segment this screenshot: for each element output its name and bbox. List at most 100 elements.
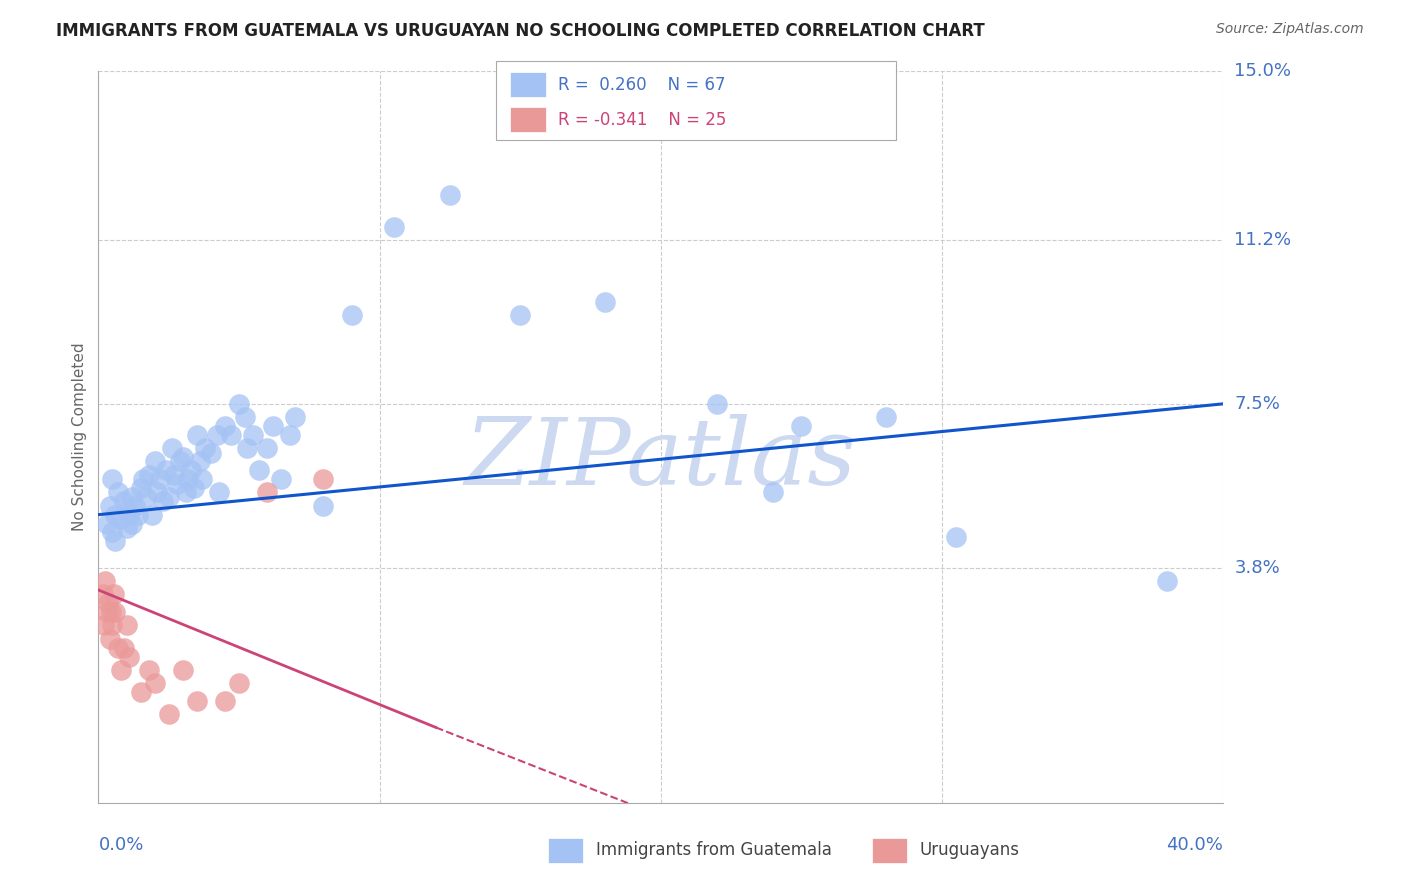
Point xyxy=(115,503,138,517)
Point xyxy=(143,676,166,690)
Point xyxy=(157,490,180,504)
Text: 40.0%: 40.0% xyxy=(1167,836,1223,854)
Text: Source: ZipAtlas.com: Source: ZipAtlas.com xyxy=(1216,22,1364,37)
Point xyxy=(107,640,129,655)
Point xyxy=(186,694,208,708)
Point xyxy=(112,494,135,508)
Point xyxy=(98,632,121,646)
Point xyxy=(174,485,197,500)
Point xyxy=(205,428,228,442)
Point xyxy=(242,428,264,442)
Text: 11.2%: 11.2% xyxy=(1234,231,1292,249)
Point xyxy=(155,463,177,477)
Point xyxy=(97,596,120,610)
Point xyxy=(228,397,250,411)
Point xyxy=(228,676,250,690)
Point xyxy=(129,685,152,699)
Point xyxy=(101,525,124,540)
Point xyxy=(382,219,405,234)
Point xyxy=(138,467,160,482)
Point xyxy=(219,428,242,442)
Point xyxy=(112,640,135,655)
Point xyxy=(132,472,155,486)
Point xyxy=(1156,574,1178,589)
Text: R = -0.341    N = 25: R = -0.341 N = 25 xyxy=(558,111,727,128)
Point xyxy=(233,410,256,425)
Text: IMMIGRANTS FROM GUATEMALA VS URUGUAYAN NO SCHOOLING COMPLETED CORRELATION CHART: IMMIGRANTS FROM GUATEMALA VS URUGUAYAN N… xyxy=(56,22,986,40)
Point xyxy=(177,472,200,486)
Point xyxy=(124,499,146,513)
Point xyxy=(141,508,163,522)
Text: R =  0.260    N = 67: R = 0.260 N = 67 xyxy=(558,76,725,94)
Point xyxy=(172,450,194,464)
Point xyxy=(312,472,335,486)
Point xyxy=(262,419,284,434)
Y-axis label: No Schooling Completed: No Schooling Completed xyxy=(72,343,87,532)
Point xyxy=(284,410,307,425)
Point xyxy=(101,472,124,486)
Point xyxy=(104,605,127,619)
Point xyxy=(149,472,172,486)
Point xyxy=(135,490,157,504)
Point xyxy=(183,481,205,495)
Point xyxy=(91,587,114,601)
Point xyxy=(706,397,728,411)
Point xyxy=(214,419,236,434)
Point xyxy=(166,476,188,491)
Point xyxy=(96,605,118,619)
Point xyxy=(100,605,122,619)
Point xyxy=(146,485,169,500)
Point xyxy=(96,516,118,531)
Text: 3.8%: 3.8% xyxy=(1234,559,1281,577)
Point xyxy=(200,445,222,459)
Point xyxy=(104,534,127,549)
Text: ZIPatlas: ZIPatlas xyxy=(465,414,856,504)
Point xyxy=(172,663,194,677)
Point xyxy=(278,428,301,442)
Point xyxy=(98,499,121,513)
Point xyxy=(104,508,127,522)
Point xyxy=(509,308,531,322)
Point xyxy=(439,188,461,202)
Point xyxy=(340,308,363,322)
Point xyxy=(118,649,141,664)
Point xyxy=(152,494,174,508)
Point xyxy=(180,463,202,477)
Point xyxy=(129,481,152,495)
Point xyxy=(101,618,124,632)
Text: 15.0%: 15.0% xyxy=(1234,62,1292,80)
Point xyxy=(186,428,208,442)
Point xyxy=(93,618,115,632)
Point xyxy=(169,454,191,468)
Point xyxy=(194,441,217,455)
Point xyxy=(256,441,278,455)
Point xyxy=(115,618,138,632)
Point xyxy=(214,694,236,708)
Point xyxy=(157,707,180,722)
Text: Immigrants from Guatemala: Immigrants from Guatemala xyxy=(596,841,832,859)
Point xyxy=(188,454,211,468)
Point xyxy=(236,441,259,455)
Point xyxy=(208,485,231,500)
Point xyxy=(127,508,149,522)
Point xyxy=(118,508,141,522)
Point xyxy=(121,516,143,531)
Point xyxy=(191,472,214,486)
Point xyxy=(270,472,292,486)
Point xyxy=(110,663,132,677)
Point xyxy=(163,467,186,482)
Text: 0.0%: 0.0% xyxy=(98,836,143,854)
Point xyxy=(762,485,785,500)
Point xyxy=(945,530,967,544)
Point xyxy=(110,512,132,526)
Point xyxy=(312,499,335,513)
Point xyxy=(247,463,270,477)
Point xyxy=(121,490,143,504)
Text: 7.5%: 7.5% xyxy=(1234,395,1281,413)
Point xyxy=(790,419,813,434)
Point xyxy=(94,574,117,589)
Point xyxy=(875,410,897,425)
Point xyxy=(160,441,183,455)
Point xyxy=(138,663,160,677)
Point xyxy=(143,454,166,468)
